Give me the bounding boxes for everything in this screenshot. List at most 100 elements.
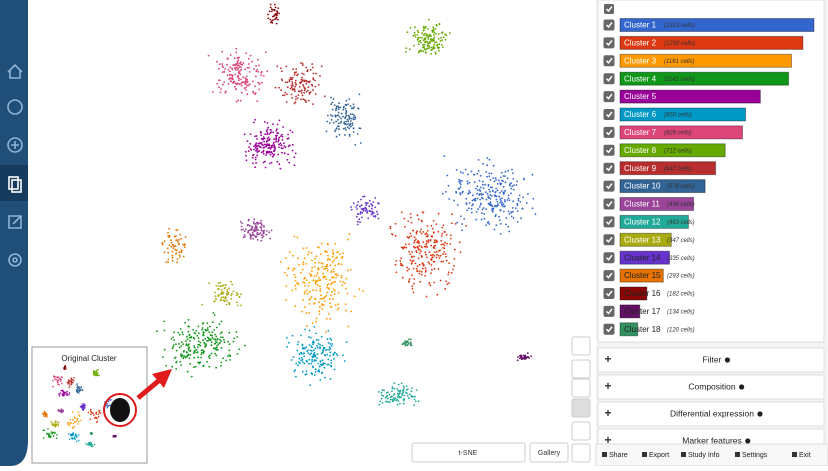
cell-point xyxy=(435,24,438,27)
footer-button[interactable]: Study Info xyxy=(688,452,720,459)
cell-point xyxy=(225,359,228,362)
checkbox[interactable] xyxy=(603,55,615,67)
checkbox[interactable] xyxy=(603,216,615,228)
cell-point xyxy=(459,171,462,174)
footer-button[interactable]: Export xyxy=(649,452,669,459)
cell-point xyxy=(244,150,247,153)
cell-point xyxy=(482,162,484,165)
plot-tools xyxy=(571,336,591,463)
cell-point xyxy=(215,285,218,287)
tool-button[interactable] xyxy=(571,421,591,441)
select-all-checkbox[interactable] xyxy=(604,4,614,14)
cell-point xyxy=(278,86,280,89)
inset-point xyxy=(72,433,75,436)
home-icon[interactable] xyxy=(7,63,23,79)
tool-button[interactable] xyxy=(571,336,591,356)
cell-point xyxy=(270,21,272,24)
cell-point xyxy=(257,70,260,73)
share-icon[interactable] xyxy=(8,215,22,229)
footer-icon[interactable] xyxy=(792,452,797,457)
cell-point xyxy=(294,305,297,308)
inset-point xyxy=(98,409,101,412)
footer-icon[interactable] xyxy=(602,452,607,457)
cell-point xyxy=(430,264,433,266)
cluster-bar xyxy=(619,71,790,86)
cell-point xyxy=(165,364,168,367)
checkbox[interactable] xyxy=(603,109,615,120)
cell-point xyxy=(308,272,311,275)
inset-point xyxy=(54,425,56,427)
cell-point xyxy=(303,352,305,355)
cell-point xyxy=(332,98,335,100)
cell-point xyxy=(275,136,277,139)
cell-point xyxy=(171,250,174,253)
cell-point xyxy=(430,244,433,247)
checkbox[interactable] xyxy=(603,288,615,299)
gallery-button[interactable] xyxy=(529,442,569,463)
cell-point xyxy=(330,294,332,297)
cell-point xyxy=(247,223,250,226)
checkbox[interactable] xyxy=(603,180,615,192)
footer-icon[interactable] xyxy=(681,452,686,457)
tool-button[interactable] xyxy=(571,359,591,379)
checkbox[interactable] xyxy=(603,252,615,264)
checkbox[interactable] xyxy=(603,91,615,103)
cell-point xyxy=(425,242,428,245)
inset-point xyxy=(76,417,78,420)
cell-point xyxy=(449,32,451,34)
cell-point xyxy=(329,114,332,116)
checkbox[interactable] xyxy=(603,270,615,282)
checkbox[interactable] xyxy=(603,19,615,31)
docs-icon[interactable] xyxy=(8,176,19,190)
cell-point xyxy=(348,133,351,136)
section-header[interactable] xyxy=(597,374,825,400)
cell-point xyxy=(332,251,335,254)
checkbox[interactable] xyxy=(603,323,615,335)
checkbox[interactable] xyxy=(603,198,615,210)
cell-point xyxy=(331,261,334,264)
cell-point xyxy=(221,83,224,86)
cell-point xyxy=(391,400,394,403)
add-icon[interactable] xyxy=(7,137,23,153)
cell-point xyxy=(334,128,337,131)
footer-icon[interactable] xyxy=(642,452,647,457)
checkbox[interactable] xyxy=(603,126,615,138)
cell-point xyxy=(427,241,430,244)
checkbox[interactable] xyxy=(603,162,615,174)
settings-icon[interactable] xyxy=(8,253,22,267)
cell-point xyxy=(226,299,228,302)
cell-point xyxy=(474,197,477,200)
cell-point xyxy=(349,105,352,107)
cell-point xyxy=(176,261,179,264)
inset-point xyxy=(45,415,47,417)
cell-point xyxy=(481,208,484,211)
checkbox[interactable] xyxy=(603,234,615,246)
checkbox[interactable] xyxy=(603,305,615,317)
cell-point xyxy=(504,189,507,192)
cluster-bar xyxy=(619,268,664,283)
tool-button[interactable] xyxy=(571,443,591,463)
checkbox[interactable] xyxy=(603,144,615,156)
checkbox[interactable] xyxy=(603,37,615,49)
cell-point xyxy=(225,292,228,295)
checkbox[interactable] xyxy=(603,73,615,85)
section-header[interactable] xyxy=(597,347,825,373)
cell-point xyxy=(203,332,205,334)
footer-button[interactable]: Settings xyxy=(742,452,768,459)
help-icon[interactable] xyxy=(7,99,23,115)
cell-point xyxy=(220,289,223,291)
section-header[interactable] xyxy=(597,401,825,427)
footer-icon[interactable] xyxy=(735,452,740,457)
cell-point xyxy=(256,221,259,224)
embedding-select[interactable] xyxy=(411,442,526,463)
footer-button[interactable]: Share xyxy=(609,452,628,459)
cell-point xyxy=(270,8,273,11)
tool-button[interactable] xyxy=(571,378,591,398)
cell-point xyxy=(327,342,330,344)
cell-point xyxy=(472,203,474,206)
cell-point xyxy=(301,94,304,97)
inset-point xyxy=(48,432,50,435)
footer-button[interactable]: Exit xyxy=(799,452,811,459)
cell-point xyxy=(427,261,430,263)
tool-button[interactable] xyxy=(571,398,591,418)
